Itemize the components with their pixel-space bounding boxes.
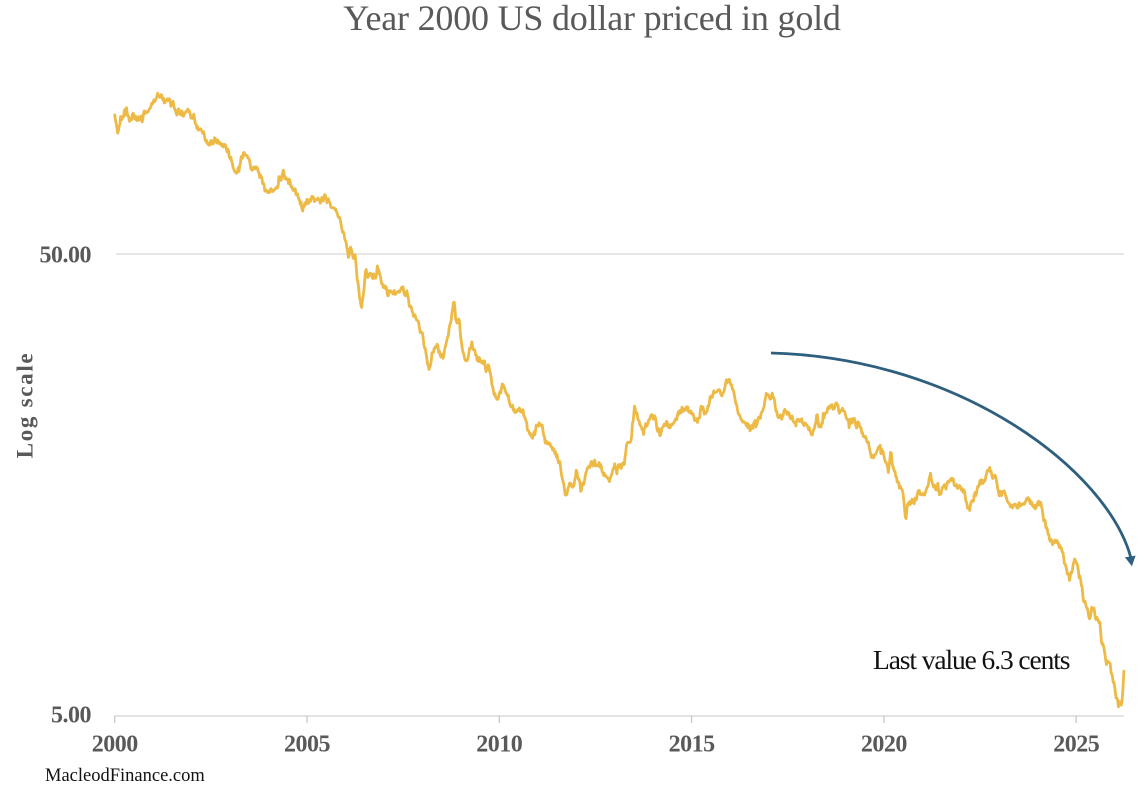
- svg-text:Last value 6.3 cents: Last value 6.3 cents: [873, 644, 1070, 675]
- svg-text:2015: 2015: [669, 732, 716, 758]
- svg-text:5.00: 5.00: [51, 703, 92, 729]
- svg-text:50.00: 50.00: [40, 243, 92, 269]
- svg-text:Log scale: Log scale: [13, 352, 38, 459]
- svg-text:Year 2000 US dollar priced in: Year 2000 US dollar priced in gold: [343, 0, 841, 38]
- svg-text:2020: 2020: [861, 732, 908, 758]
- svg-text:2000: 2000: [92, 732, 139, 758]
- svg-text:2005: 2005: [284, 732, 331, 758]
- svg-text:2025: 2025: [1053, 732, 1100, 758]
- svg-text:MacleodFinance.com: MacleodFinance.com: [45, 766, 205, 786]
- svg-text:2010: 2010: [476, 732, 523, 758]
